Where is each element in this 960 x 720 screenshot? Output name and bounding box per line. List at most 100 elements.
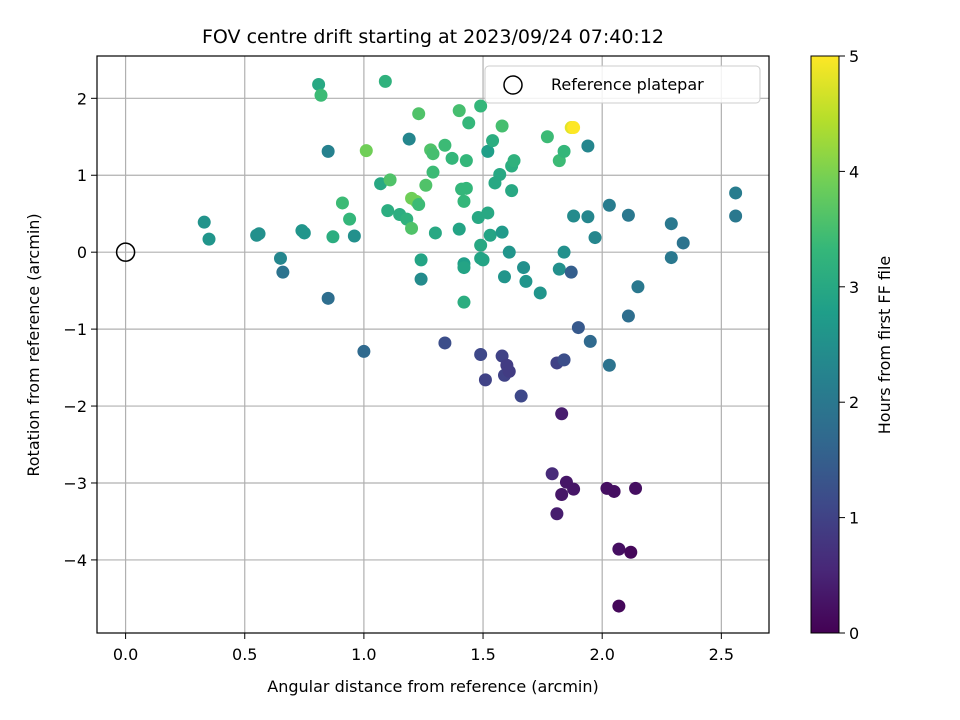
data-point [419, 178, 433, 192]
data-point [402, 132, 416, 146]
plot-frame [96, 55, 770, 634]
y-tick-label: 0 [77, 243, 87, 262]
data-point [567, 482, 581, 496]
data-point [588, 231, 602, 245]
data-point [664, 251, 678, 265]
colorbar-ticks: 0 1 2 3 4 5 [839, 47, 859, 643]
data-point [314, 88, 328, 102]
data-point [602, 358, 616, 372]
y-tick-label: 2 [77, 89, 87, 108]
x-tick-label: 0.5 [232, 645, 257, 664]
data-point [381, 204, 395, 218]
data-point [478, 373, 492, 387]
data-point [631, 280, 645, 294]
x-tick-label: 1.0 [351, 645, 376, 664]
colorbar-frame [810, 55, 840, 634]
data-point [252, 227, 266, 241]
data-point [550, 507, 564, 521]
data-point [412, 197, 426, 211]
x-tick-label: 1.5 [470, 645, 495, 664]
data-point [321, 144, 335, 158]
data-point [335, 196, 349, 210]
data-point [459, 154, 473, 168]
legend-marker [503, 75, 523, 95]
data-point [564, 265, 578, 279]
colorbar-label: Hours from first FF file [875, 256, 894, 435]
data-point [533, 286, 547, 300]
data-point [514, 389, 528, 403]
data-point [545, 467, 559, 481]
data-point [412, 107, 426, 121]
data-point [474, 99, 488, 113]
data-point [502, 245, 516, 259]
chart-title: FOV centre drift starting at 2023/09/24 … [202, 26, 664, 48]
data-point [273, 251, 287, 265]
data-point [312, 77, 326, 91]
colorbar-gradient [811, 56, 839, 633]
y-tick-label: −2 [63, 397, 87, 416]
data-point [483, 228, 497, 242]
x-axis-ticks: 0.0 0.5 1.0 1.5 2.0 2.5 [113, 633, 734, 664]
legend-box [484, 65, 761, 104]
data-point [326, 230, 340, 244]
data-point [481, 206, 495, 220]
data-point [493, 167, 507, 181]
data-point [555, 407, 569, 421]
data-point [462, 116, 476, 130]
data-point [476, 253, 490, 267]
colorbar-tick-label: 2 [849, 393, 859, 412]
y-axis-ticks: 2 1 0 −1 −2 −3 −4 [63, 89, 97, 570]
data-point [438, 336, 452, 350]
legend-label: Reference platepar [551, 75, 704, 94]
data-point [612, 599, 626, 613]
data-point [505, 184, 519, 198]
data-point [481, 144, 495, 158]
data-point [621, 309, 635, 323]
y-tick-label: 1 [77, 166, 87, 185]
y-tick-label: −1 [63, 320, 87, 339]
data-point [517, 261, 531, 275]
data-point [664, 217, 678, 231]
colorbar-tick-label: 1 [849, 509, 859, 528]
data-point [486, 134, 500, 148]
data-point [583, 334, 597, 348]
colorbar-tick-label: 4 [849, 162, 859, 181]
y-axis-label: Rotation from reference (arcmin) [24, 213, 43, 476]
data-point [414, 253, 428, 267]
data-point [383, 173, 397, 187]
data-point [676, 236, 690, 250]
data-point [502, 364, 516, 378]
data-point [428, 226, 442, 240]
data-point [495, 119, 509, 133]
data-point [457, 261, 471, 275]
data-point [495, 225, 509, 239]
data-point [197, 215, 211, 229]
data-point [426, 165, 440, 179]
data-point [445, 151, 459, 165]
data-point [507, 154, 521, 168]
data-point [405, 221, 419, 235]
data-point [557, 353, 571, 367]
data-point [457, 295, 471, 309]
data-point [581, 139, 595, 153]
data-point [457, 194, 471, 208]
data-point [452, 222, 466, 236]
data-point [426, 147, 440, 161]
data-points [197, 74, 743, 613]
colorbar-tick-label: 5 [849, 47, 859, 66]
data-point [624, 545, 638, 559]
x-tick-label: 2.0 [589, 645, 614, 664]
data-point [474, 238, 488, 252]
y-tick-label: −3 [63, 474, 87, 493]
data-point [321, 291, 335, 305]
data-point [297, 226, 311, 240]
data-point [729, 186, 743, 200]
x-tick-label: 0.0 [113, 645, 138, 664]
data-point [347, 229, 361, 243]
data-point [571, 321, 585, 335]
y-tick-label: −4 [63, 551, 87, 570]
data-point [621, 208, 635, 222]
data-point [497, 270, 511, 284]
data-point [729, 209, 743, 223]
